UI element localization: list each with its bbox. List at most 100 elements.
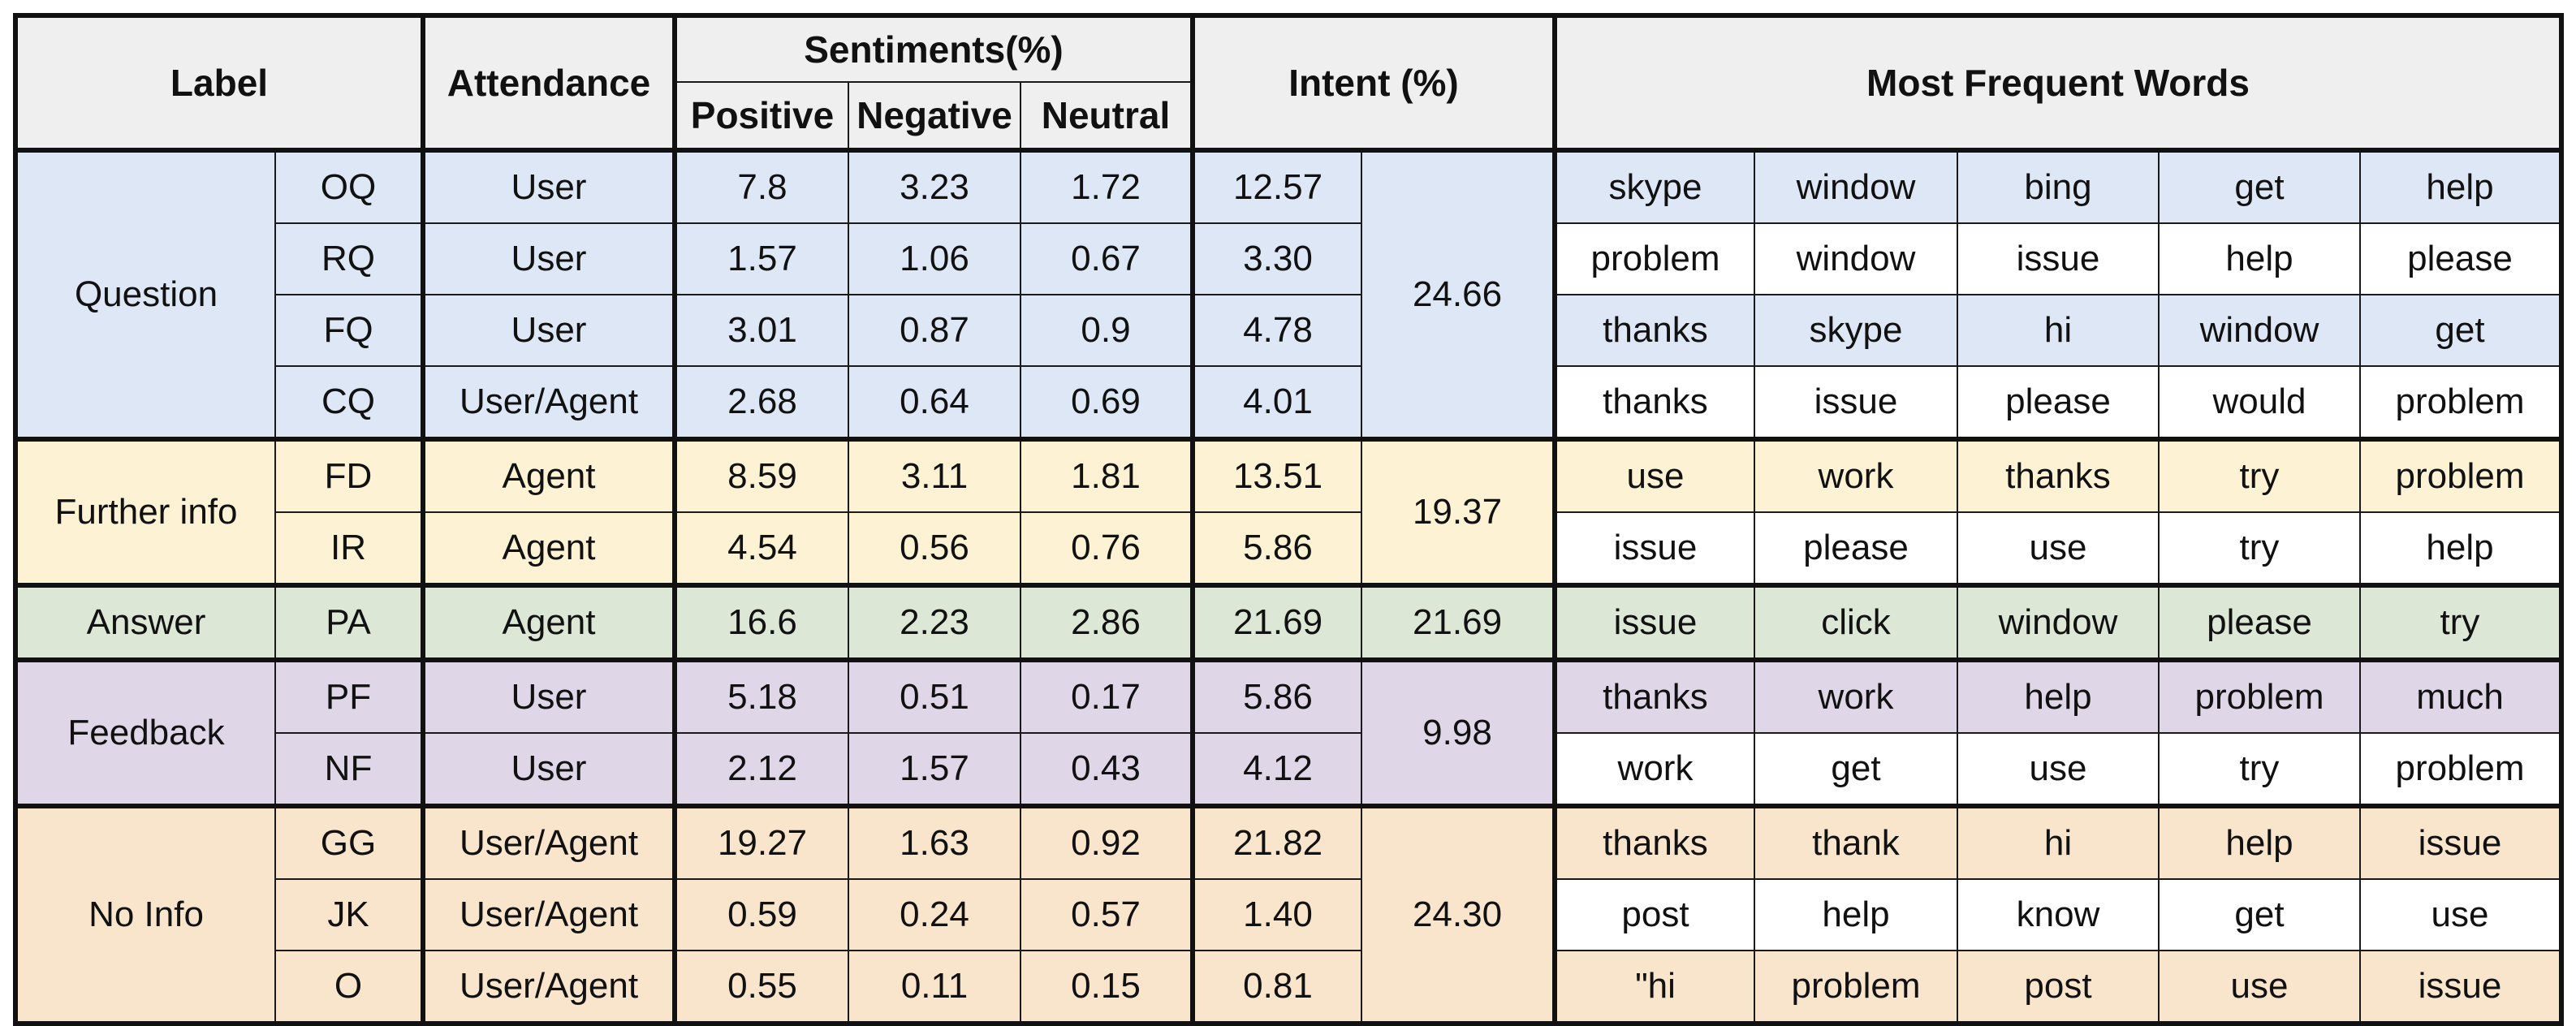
- group-label: Further info: [13, 437, 276, 588]
- frequent-word: please: [1957, 365, 2160, 442]
- frequent-word: window: [1957, 583, 2160, 662]
- label-code: JK: [274, 878, 425, 951]
- attendance-cell: User: [422, 294, 677, 367]
- frequent-word: work: [1754, 657, 1958, 734]
- frequent-word: thanks: [1554, 365, 1755, 442]
- neutral-cell: 1.81: [1020, 437, 1195, 513]
- positive-cell: 4.54: [674, 511, 849, 588]
- frequent-word: post: [1554, 878, 1755, 951]
- frequent-word: bing: [1957, 148, 2160, 224]
- table-row: Answer PA Agent 16.6 2.23 2.86 21.69 21.69 issue…: [13, 583, 2564, 662]
- attendance-cell: Agent: [422, 583, 677, 662]
- label-code: PF: [274, 657, 425, 734]
- intent-cell: 5.86: [1192, 511, 1362, 588]
- negative-cell: 0.24: [848, 878, 1021, 951]
- positive-cell: 16.6: [674, 583, 849, 662]
- intent-cell: 13.51: [1192, 437, 1362, 513]
- label-code: GG: [274, 804, 425, 880]
- frequent-word: problem: [2158, 657, 2361, 734]
- frequent-word: issue: [2359, 804, 2564, 880]
- positive-cell: 0.59: [674, 878, 849, 951]
- table-row: RQ User 1.57 1.06 0.67 3.30 problem window issue…: [15, 222, 2564, 295]
- frequent-word: window: [2158, 294, 2361, 367]
- intent-total: 19.37: [1361, 437, 1557, 588]
- intent-cell: 5.86: [1192, 657, 1362, 734]
- frequent-word: issue: [1554, 583, 1755, 662]
- negative-cell: 1.57: [848, 732, 1021, 808]
- frequent-word: skype: [1554, 148, 1755, 224]
- frequent-word: try: [2359, 583, 2564, 662]
- header-sentiments: Sentiments(%): [674, 13, 1195, 83]
- table-row: IR Agent 4.54 0.56 0.76 5.86 issue please use try…: [15, 511, 2564, 588]
- negative-cell: 0.64: [848, 365, 1021, 442]
- frequent-word: please: [2158, 583, 2361, 662]
- frequent-word: much: [2359, 657, 2564, 734]
- frequent-word: help: [2158, 804, 2361, 880]
- neutral-cell: 0.17: [1020, 657, 1195, 734]
- frequent-word: try: [2158, 732, 2361, 808]
- frequent-word: try: [2158, 437, 2361, 513]
- table-body: Question OQ User 7.8 3.23 1.72 12.57 24.66 skype…: [13, 148, 2564, 1026]
- intent-total: 24.66: [1361, 148, 1557, 442]
- frequent-word: help: [2359, 148, 2564, 224]
- frequent-word: help: [2158, 222, 2361, 295]
- frequent-word: "hi: [1554, 950, 1755, 1026]
- intent-cell: 0.81: [1192, 950, 1362, 1026]
- dialogue-label-statistics-table: Label Attendance Sentiments(%) Intent (%…: [13, 13, 2564, 1026]
- header-attendance: Attendance: [422, 13, 677, 153]
- neutral-cell: 0.67: [1020, 222, 1195, 295]
- neutral-cell: 2.86: [1020, 583, 1195, 662]
- positive-cell: 1.57: [674, 222, 849, 295]
- frequent-word: issue: [1554, 511, 1755, 588]
- intent-cell: 21.69: [1192, 583, 1362, 662]
- frequent-word: thank: [1754, 804, 1958, 880]
- table-row: Feedback PF User 5.18 0.51 0.17 5.86 9.98 thanks…: [13, 657, 2564, 808]
- intent-cell: 4.78: [1192, 294, 1362, 367]
- frequent-word: please: [1754, 511, 1958, 588]
- table-row: Question OQ User 7.8 3.23 1.72 12.57 24.66 skype…: [13, 148, 2564, 442]
- group-label: No Info: [13, 804, 276, 1026]
- attendance-cell: Agent: [422, 511, 677, 588]
- positive-cell: 3.01: [674, 294, 849, 367]
- frequent-word: window: [1754, 222, 1958, 295]
- frequent-word: thanks: [1554, 657, 1755, 734]
- frequent-word: thanks: [1554, 804, 1755, 880]
- frequent-word: help: [1754, 878, 1958, 951]
- label-code: NF: [274, 732, 425, 808]
- frequent-word: would: [2158, 365, 2361, 442]
- neutral-cell: 0.9: [1020, 294, 1195, 367]
- frequent-word: thanks: [1554, 294, 1755, 367]
- header-negative: Negative: [848, 81, 1021, 153]
- neutral-cell: 0.57: [1020, 878, 1195, 951]
- frequent-word: post: [1957, 950, 2160, 1026]
- intent-cell: 3.30: [1192, 222, 1362, 295]
- header-intent: Intent (%): [1192, 13, 1557, 153]
- frequent-word: click: [1754, 583, 1958, 662]
- frequent-word: use: [1554, 437, 1755, 513]
- attendance-cell: User/Agent: [422, 878, 677, 951]
- frequent-word: use: [2158, 950, 2361, 1026]
- frequent-word: skype: [1754, 294, 1958, 367]
- positive-cell: 5.18: [674, 657, 849, 734]
- label-code: PA: [274, 583, 425, 662]
- table-row: O User/Agent 0.55 0.11 0.15 0.81 "hi problem pos…: [15, 950, 2564, 1026]
- frequent-word: use: [1957, 732, 2160, 808]
- frequent-word: hi: [1957, 804, 2160, 880]
- positive-cell: 8.59: [674, 437, 849, 513]
- neutral-cell: 1.72: [1020, 148, 1195, 224]
- header-positive: Positive: [674, 81, 849, 153]
- neutral-cell: 0.76: [1020, 511, 1195, 588]
- negative-cell: 3.11: [848, 437, 1021, 513]
- frequent-word: issue: [1754, 365, 1958, 442]
- frequent-word: use: [2359, 878, 2564, 951]
- frequent-word: problem: [2359, 365, 2564, 442]
- table-row: CQ User/Agent 2.68 0.64 0.69 4.01 thanks issue p…: [15, 365, 2564, 442]
- intent-cell: 12.57: [1192, 148, 1362, 224]
- negative-cell: 0.51: [848, 657, 1021, 734]
- neutral-cell: 0.43: [1020, 732, 1195, 808]
- intent-cell: 4.01: [1192, 365, 1362, 442]
- frequent-word: help: [1957, 657, 2160, 734]
- intent-total: 21.69: [1361, 583, 1557, 662]
- intent-cell: 1.40: [1192, 878, 1362, 951]
- attendance-cell: User/Agent: [422, 804, 677, 880]
